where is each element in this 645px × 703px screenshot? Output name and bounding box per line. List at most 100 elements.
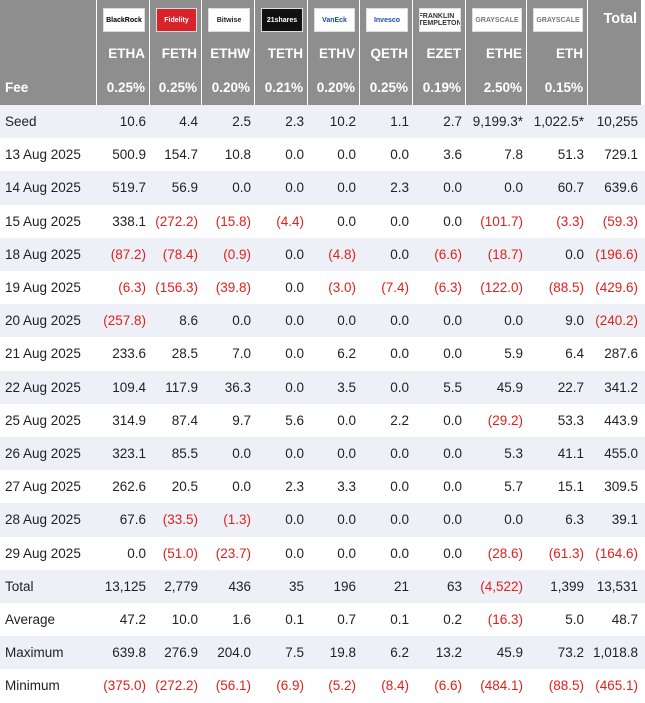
fee-value: 0.25% xyxy=(360,70,413,105)
row-label: Total xyxy=(0,569,97,603)
cell: 56.9 xyxy=(150,171,202,205)
header-cell xyxy=(0,0,97,37)
ticker: FETH xyxy=(150,37,202,70)
cell: 0.0 xyxy=(202,470,255,504)
cell: 0.0 xyxy=(527,237,588,271)
cell: 5.5 xyxy=(413,370,466,404)
row-label: 27 Aug 2025 xyxy=(0,470,97,504)
cell: 47.2 xyxy=(97,603,150,637)
row-label: Seed xyxy=(0,105,97,139)
row-label: 25 Aug 2025 xyxy=(0,403,97,437)
row-label: 28 Aug 2025 xyxy=(0,503,97,537)
cell: 0.0 xyxy=(255,536,308,570)
fee-value: 0.20% xyxy=(308,70,360,105)
cell: (196.6) xyxy=(588,237,642,271)
header-total: Total xyxy=(588,0,642,37)
cell: 2.2 xyxy=(360,403,413,437)
cell: 0.0 xyxy=(360,370,413,404)
cell: 10.8 xyxy=(202,138,255,172)
cell: 7.5 xyxy=(255,636,308,670)
cell: 6.3 xyxy=(527,503,588,537)
cell: 45.9 xyxy=(466,370,527,404)
cell: 341.2 xyxy=(588,370,642,404)
cell: 233.6 xyxy=(97,337,150,371)
cell: 0.0 xyxy=(308,403,360,437)
cell: (272.2) xyxy=(150,204,202,238)
cell: 0.0 xyxy=(308,204,360,238)
cell: (56.1) xyxy=(202,669,255,703)
cell: 10.6 xyxy=(97,105,150,139)
cell: 35 xyxy=(255,569,308,603)
row-label: 29 Aug 2025 xyxy=(0,536,97,570)
cell: 0.0 xyxy=(413,204,466,238)
cell: 45.9 xyxy=(466,636,527,670)
cell: 5.0 xyxy=(527,603,588,637)
cell: 314.9 xyxy=(97,403,150,437)
cell: 13.2 xyxy=(413,636,466,670)
cell: (23.7) xyxy=(202,536,255,570)
cell: (3.0) xyxy=(308,271,360,305)
row-pad xyxy=(642,437,645,471)
cell: 0.1 xyxy=(255,603,308,637)
cell: 19.8 xyxy=(308,636,360,670)
cell: 287.6 xyxy=(588,337,642,371)
cell: 6.4 xyxy=(527,337,588,371)
cell: 2.3 xyxy=(360,171,413,205)
row-pad xyxy=(642,271,645,305)
cell: 0.0 xyxy=(413,437,466,471)
cell: 3.6 xyxy=(413,138,466,172)
cell: 0.0 xyxy=(413,503,466,537)
cell: 0.0 xyxy=(308,304,360,338)
cell: 21 xyxy=(360,569,413,603)
cell: 0.0 xyxy=(97,536,150,570)
ticker: TETH xyxy=(255,37,308,70)
row-pad xyxy=(642,105,645,139)
cell: 117.9 xyxy=(150,370,202,404)
row-pad xyxy=(642,636,645,670)
row-pad xyxy=(642,370,645,404)
cell: (429.6) xyxy=(588,271,642,305)
cell: 0.0 xyxy=(360,503,413,537)
cell: 85.5 xyxy=(150,437,202,471)
cell: 196 xyxy=(308,569,360,603)
header-cell xyxy=(0,37,97,70)
cell: (6.3) xyxy=(97,271,150,305)
cell: 3.3 xyxy=(308,470,360,504)
cell: 455.0 xyxy=(588,437,642,471)
fee-label: Fee xyxy=(0,70,97,105)
row-pad xyxy=(642,304,645,338)
cell: (88.5) xyxy=(527,669,588,703)
cell: 53.3 xyxy=(527,403,588,437)
cell: (4.4) xyxy=(255,204,308,238)
row-label: Minimum xyxy=(0,669,97,703)
cell: 639.6 xyxy=(588,171,642,205)
fee-value: 2.50% xyxy=(466,70,527,105)
cell: 0.0 xyxy=(360,437,413,471)
cell: (1.3) xyxy=(202,503,255,537)
cell: (6.6) xyxy=(413,669,466,703)
cell: 0.0 xyxy=(308,138,360,172)
cell: (122.0) xyxy=(466,271,527,305)
cell: 0.0 xyxy=(255,304,308,338)
cell: 2.7 xyxy=(413,105,466,139)
logo: VanEck xyxy=(314,8,355,32)
cell: 22.7 xyxy=(527,370,588,404)
cell: 7.8 xyxy=(466,138,527,172)
cell: 338.1 xyxy=(97,204,150,238)
fee-value: 0.20% xyxy=(202,70,255,105)
row-pad xyxy=(642,337,645,371)
fee-value: 0.19% xyxy=(413,70,466,105)
cell: 6.2 xyxy=(360,636,413,670)
cell: 154.7 xyxy=(150,138,202,172)
cell: 0.0 xyxy=(255,370,308,404)
cell: 1,022.5* xyxy=(527,105,588,139)
cell: 443.9 xyxy=(588,403,642,437)
cell: 36.3 xyxy=(202,370,255,404)
cell: 9,199.3* xyxy=(466,105,527,139)
ticker: ETHV xyxy=(308,37,360,70)
cell: 5.6 xyxy=(255,403,308,437)
cell: 0.0 xyxy=(255,171,308,205)
cell: 51.3 xyxy=(527,138,588,172)
cell: (257.8) xyxy=(97,304,150,338)
